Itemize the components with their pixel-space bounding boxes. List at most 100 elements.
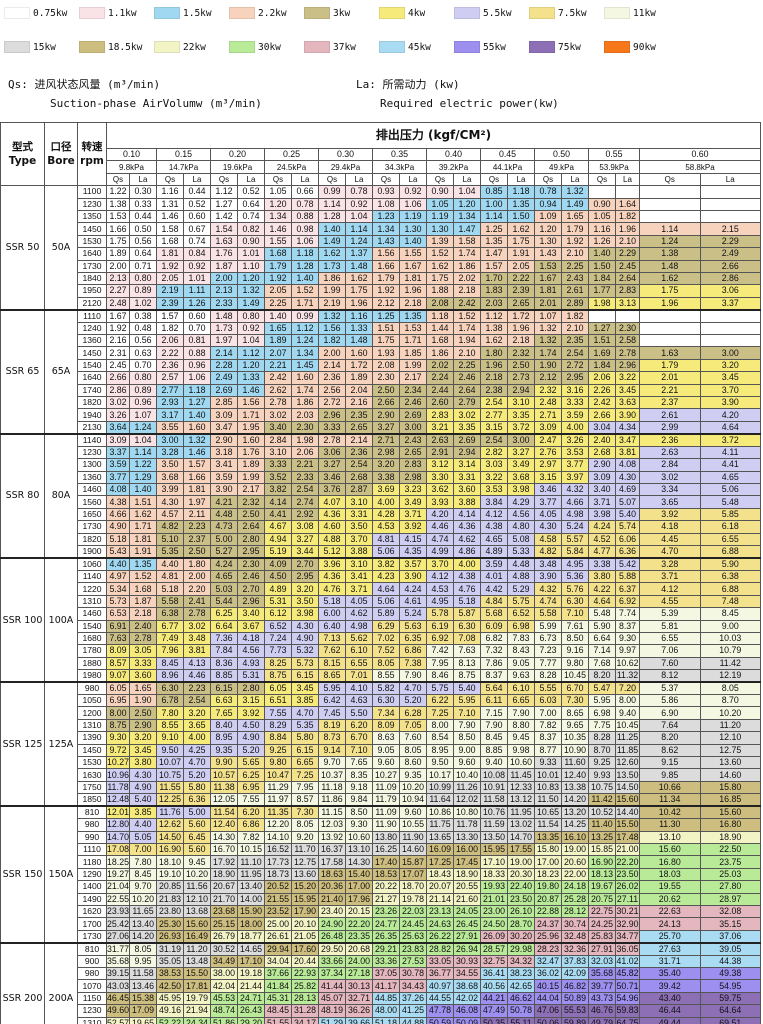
qs-cell: 16.70 <box>210 842 238 857</box>
qs-cell: 7.90 <box>480 718 508 733</box>
la-cell: 26.02 <box>615 880 640 894</box>
la-cell: 1.74 <box>291 383 319 398</box>
model-cell: SSR 80 <box>0 433 45 559</box>
la-cell: 20.15 <box>345 904 373 919</box>
qs-cell: 4.60 <box>318 520 346 534</box>
la-cell: 7.90 <box>507 706 535 720</box>
la-cell: 13.68 <box>183 904 211 919</box>
qs-cell: 6.25 <box>210 607 238 621</box>
la-cell: 28.13 <box>291 991 319 1006</box>
qs-cell: 7.06 <box>639 644 701 658</box>
la-cell: 4.61 <box>399 594 427 609</box>
la-cell: 3.08 <box>291 520 319 534</box>
qs-cell: 7.64 <box>639 718 701 733</box>
la-cell: 21.60 <box>453 892 481 906</box>
la-cell: 22.40 <box>507 880 535 894</box>
la-cell: 4.48 <box>507 557 535 571</box>
qs-cell: 5.19 <box>264 544 292 559</box>
la-cell: 21.44 <box>237 979 265 993</box>
qs-cell: 7.25 <box>426 706 454 720</box>
qs-cell: 1.86 <box>426 346 454 360</box>
la-cell: 32.08 <box>699 904 761 919</box>
rpm-cell: 1050 <box>77 694 107 708</box>
qs-cell: 20.87 <box>534 892 562 906</box>
legend-swatch <box>4 7 30 19</box>
la-cell: 3.57 <box>399 557 427 571</box>
la-cell: 0.44 <box>183 185 211 199</box>
legend-row: 15kw 18.5kw 22kw 30kw 37kw 45kw 55kw 75kw 90kw <box>4 40 679 54</box>
la-cell: 3.23 <box>399 482 427 497</box>
la-cell: 2.58 <box>615 334 640 348</box>
qs-cell: 2.48 <box>106 296 130 311</box>
la-cell: 3.02 <box>183 619 211 633</box>
la-cell: 2.78 <box>129 631 157 646</box>
qs-cell: 6.42 <box>318 694 346 708</box>
qs-cell: 1.86 <box>318 271 346 286</box>
qs-cell: 13.50 <box>480 830 508 844</box>
qs-cell: 17.40 <box>372 855 400 869</box>
qs-cell: 15.80 <box>534 842 562 857</box>
qs-cell: 6.82 <box>480 631 508 646</box>
qs-cell: 2.68 <box>588 445 616 460</box>
qs-cell: 2.56 <box>318 383 346 398</box>
table-row: 1110 17.08 7.00 16.90 5.60 16.70 10.15 16.52 11.… <box>1 842 761 857</box>
qs-cell: 7.63 <box>106 631 130 646</box>
qs-cell: 23.68 <box>210 904 238 919</box>
la-cell <box>615 185 640 199</box>
qs-cell: 11.50 <box>534 793 562 808</box>
la-cell: 10.20 <box>399 780 427 795</box>
la-cell: 1.81 <box>399 271 427 286</box>
model-cell: SSR 65 <box>0 309 45 435</box>
qs-cell: 3.26 <box>106 408 130 422</box>
qs-cell: 29.94 <box>264 942 292 956</box>
la-cell: 5.20 <box>237 743 265 758</box>
legend-item: 18.5kw <box>79 40 154 54</box>
la-cell: 5.20 <box>399 694 427 708</box>
la-cell: 3.31 <box>453 470 481 485</box>
qs-cell: 3.20 <box>372 458 400 472</box>
qs-cell: 10.08 <box>480 768 508 782</box>
qs-cell: 3.09 <box>534 420 562 435</box>
qs-cell: 1.79 <box>372 271 400 286</box>
la-cell: 1.86 <box>291 396 319 410</box>
table-row: 1490 22.55 10.20 21.83 12.10 21.70 14.00 21.55 1… <box>1 892 761 906</box>
la-cell: 5.00 <box>183 805 211 820</box>
la-cell: 1.01 <box>183 271 211 286</box>
qs-cell: 8.00 <box>426 718 454 733</box>
la-cell: 1.71 <box>399 334 427 348</box>
table-row: 1780 8.09 3.05 7.96 3.81 7.84 4.56 7.73 5.32 7.62… <box>1 644 761 658</box>
qs-cell: 1.14 <box>639 222 701 236</box>
qs-cell: 4.46 <box>426 520 454 534</box>
la-cell: 1.67 <box>399 259 427 273</box>
qs-cell: 3.65 <box>639 495 701 509</box>
qs-cell: 49.44 <box>639 1016 701 1024</box>
la-cell: 1.71 <box>129 520 157 534</box>
qs-cell: 2.21 <box>639 383 701 398</box>
la-cell: 2.61 <box>561 284 589 298</box>
qs-cell: 17.25 <box>426 855 454 869</box>
la-cell: 3.67 <box>237 619 265 633</box>
la-cell: 0.84 <box>183 247 211 261</box>
qs-cell: 5.95 <box>588 694 616 708</box>
la-cell: 0.90 <box>237 234 265 249</box>
qs-cell: 7.75 <box>588 718 616 733</box>
la-cell: 0.52 <box>183 197 211 211</box>
la-cell: 2.32 <box>507 346 535 360</box>
qs-cell: 4.40 <box>106 557 130 571</box>
la-cell: 27.18 <box>345 967 373 981</box>
qs-cell: 28.82 <box>426 942 454 956</box>
la-cell: 3.60 <box>453 482 481 497</box>
qs-cell: 6.30 <box>156 681 184 696</box>
la-cell: 17.96 <box>345 892 373 906</box>
model-cell: SSR 100 <box>0 557 45 684</box>
la-cell: 36.05 <box>615 942 640 956</box>
la-cell: 1.46 <box>237 383 265 398</box>
la-cell: 5.85 <box>699 507 761 522</box>
table-body: SSR 50 50A 1100 1.22 0.30 1.16 0.44 1.12 0.52 1.0… <box>0 185 761 1024</box>
la-cell: 22.93 <box>291 967 319 981</box>
qs-cell: 6.98 <box>588 706 616 720</box>
la-cell: 0.92 <box>399 185 427 199</box>
qs-cell: 26.61 <box>264 929 292 944</box>
qs-cell: 43.73 <box>588 991 616 1006</box>
qs-cell: 1.88 <box>426 284 454 298</box>
